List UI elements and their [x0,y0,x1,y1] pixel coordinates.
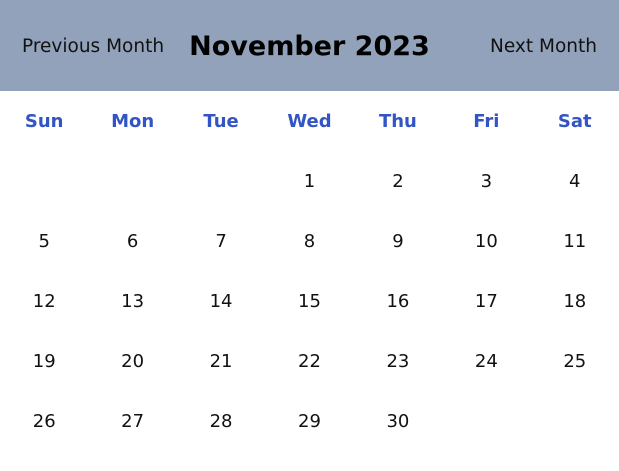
weekday-thu: Thu [378,111,417,132]
day-cell[interactable]: 9 [392,231,404,252]
day-cell[interactable]: 29 [298,411,321,432]
day-cell[interactable]: 25 [563,351,587,372]
day-cell[interactable]: 2 [392,171,404,192]
weekday-mon: Mon [111,111,155,132]
weekday-row: Sun Mon Tue Wed Thu Fri Sat [0,102,619,142]
day-cell[interactable]: 23 [386,351,410,372]
day-cell[interactable]: 5 [38,231,50,252]
calendar-header: Previous Month November 2023 Next Month [0,0,619,91]
day-cell-empty [88,152,176,212]
day-cell-empty [442,392,530,452]
weekday-tue: Tue [203,111,239,132]
day-cell[interactable]: 21 [209,351,233,372]
day-cell[interactable]: 26 [32,411,56,432]
days-grid: 1 2 3 4 5 6 7 8 9 10 11 12 13 14 15 16 17 18 19 20 21 22 23 24 2… [0,152,619,452]
day-cell[interactable]: 4 [569,171,581,192]
day-cell[interactable]: 30 [386,411,410,432]
day-cell[interactable]: 24 [474,351,498,372]
day-cell[interactable]: 11 [563,231,587,252]
day-cell[interactable]: 13 [121,291,145,312]
day-cell-empty [531,392,619,452]
day-cell[interactable]: 16 [386,291,410,312]
day-cell[interactable]: 28 [209,411,233,432]
day-cell[interactable]: 7 [215,231,227,252]
next-month-button[interactable]: Next Month [490,0,597,91]
day-cell[interactable]: 19 [32,351,56,372]
weekday-sat: Sat [557,111,592,132]
day-cell[interactable]: 15 [298,291,321,312]
weekday-fri: Fri [473,111,500,132]
day-cell-empty [0,152,88,212]
day-cell[interactable]: 3 [480,171,493,192]
day-cell[interactable]: 8 [303,231,316,252]
day-cell[interactable]: 20 [121,351,145,372]
day-cell-empty [177,152,265,212]
day-cell[interactable]: 6 [126,231,139,252]
weekday-wed: Wed [287,111,332,132]
day-cell[interactable]: 10 [474,231,498,252]
day-cell[interactable]: 27 [121,411,145,432]
day-cell[interactable]: 22 [298,351,321,372]
previous-month-button[interactable]: Previous Month [22,0,164,91]
day-cell[interactable]: 17 [474,291,498,312]
day-cell[interactable]: 12 [32,291,56,312]
day-cell[interactable]: 1 [303,171,316,192]
day-cell[interactable]: 14 [209,291,233,312]
weekday-sun: Sun [24,111,64,132]
day-cell[interactable]: 18 [563,291,587,312]
